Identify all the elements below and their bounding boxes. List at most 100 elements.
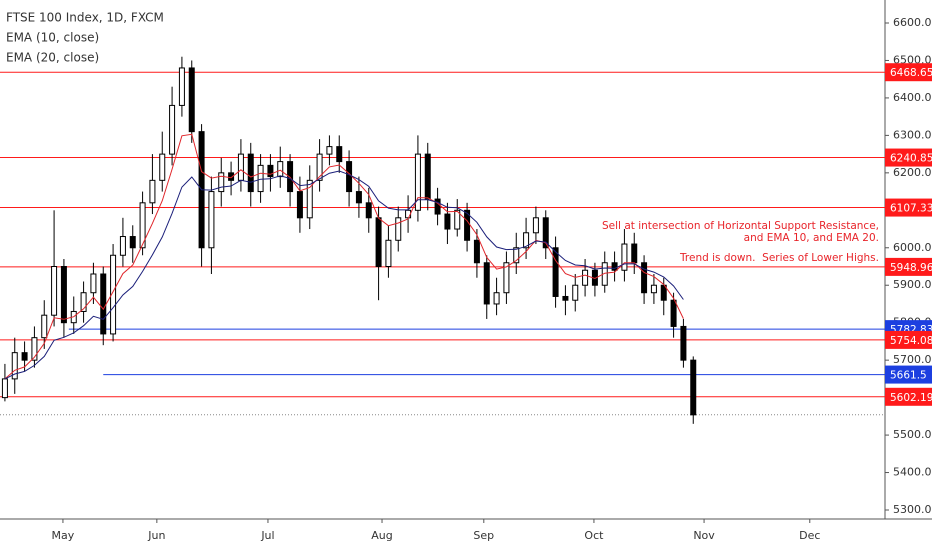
candle-body	[611, 262, 618, 271]
candle-body	[346, 161, 353, 193]
candle-body	[149, 179, 156, 204]
annotation: Trend is down. Series of Lower Highs.	[679, 252, 879, 264]
indicator-label: EMA (10, close)	[6, 31, 99, 45]
candle-body	[277, 161, 284, 178]
level-label: 5661.5	[890, 370, 927, 382]
candle-body	[621, 243, 628, 271]
level-label-bg	[885, 257, 932, 276]
candle-body	[572, 284, 579, 301]
level-label-bg	[885, 330, 932, 349]
candle-body	[650, 284, 657, 294]
candle-body	[641, 262, 648, 294]
candle-body	[139, 202, 146, 249]
level-label-bg	[885, 387, 932, 406]
y-tick-label: 5400.00	[893, 466, 932, 479]
candle-body	[188, 67, 195, 133]
candle-body	[296, 191, 303, 219]
y-tick-label: 5500.00	[893, 428, 932, 441]
candle-body	[434, 198, 441, 215]
candle-body	[306, 179, 313, 219]
candle-body	[601, 262, 608, 286]
level-label: 6107.33	[890, 203, 932, 215]
candle-body	[375, 217, 382, 268]
level-label: 5602.19	[890, 392, 932, 404]
candle-body	[11, 352, 18, 380]
x-tick-label: Aug	[371, 529, 392, 542]
y-tick-label: 5300.00	[893, 503, 932, 516]
annotation: Sell at intersection of Horizontal Suppo…	[602, 220, 879, 232]
candle-body	[355, 191, 362, 204]
level-label-bg	[885, 63, 932, 82]
candle-body	[90, 273, 97, 294]
candle-body	[336, 146, 343, 163]
candle-body	[257, 164, 264, 193]
candle-body	[267, 164, 274, 178]
ema-line	[4, 133, 684, 380]
level-label-bg	[885, 365, 932, 384]
y-tick-label: 5700.00	[893, 353, 932, 366]
candle-body	[326, 146, 333, 155]
candle-body	[237, 153, 244, 181]
candle-body	[80, 292, 87, 312]
candle-body	[119, 236, 126, 256]
candle-body	[513, 247, 520, 264]
candle-body	[690, 359, 697, 416]
x-tick-label: Nov	[693, 529, 715, 542]
candle-body	[51, 266, 58, 316]
level-label: 6240.85	[890, 153, 932, 165]
candle-body	[287, 161, 294, 193]
x-tick-label: Jun	[147, 529, 165, 542]
candle-body	[208, 191, 215, 249]
candle-body	[582, 269, 589, 286]
candle-body	[503, 262, 510, 294]
candle-body	[365, 202, 372, 219]
y-tick-label: 6400.00	[893, 91, 932, 104]
candle-body	[464, 209, 471, 241]
level-label-bg	[885, 148, 932, 167]
candle-body	[424, 153, 431, 200]
candle-body	[483, 262, 490, 305]
candle-body	[542, 217, 549, 249]
candle-body	[395, 217, 402, 241]
candle-body	[31, 337, 38, 361]
candle-body	[552, 247, 559, 297]
candle-body	[562, 295, 569, 301]
y-tick-label: 6600.00	[893, 16, 932, 29]
candle-body	[159, 153, 166, 181]
x-tick-label: Sep	[473, 529, 494, 542]
candle-body	[493, 292, 500, 305]
y-tick-label: 5900.00	[893, 278, 932, 291]
candle-body	[473, 239, 480, 264]
candle-body	[414, 153, 421, 211]
ema-line	[4, 170, 684, 380]
x-tick-label: May	[52, 529, 75, 542]
candle-body	[218, 172, 225, 193]
candle-body	[169, 104, 176, 155]
candle-body	[1, 378, 8, 399]
candle-body	[631, 243, 638, 264]
candle-body	[316, 153, 323, 181]
candle-body	[247, 153, 254, 193]
candle-body	[228, 172, 235, 181]
level-label: 6468.65	[890, 67, 932, 79]
candle-body	[100, 273, 107, 335]
level-label-bg	[885, 198, 932, 217]
y-tick-label: 6200.00	[893, 166, 932, 179]
candle-body	[444, 213, 451, 230]
y-tick-label: 6000.00	[893, 241, 932, 254]
candle-body	[532, 217, 539, 234]
chart-title: FTSE 100 Index, 1D, FXCM	[6, 11, 164, 25]
candle-body	[670, 299, 677, 327]
candle-body	[523, 232, 530, 249]
candle-body	[680, 325, 687, 361]
candle-body	[178, 67, 185, 106]
plot	[0, 56, 885, 424]
level-label: 5754.08	[890, 335, 932, 347]
candle-body	[21, 352, 28, 361]
candle-body	[129, 236, 136, 249]
candle-body	[60, 266, 67, 324]
x-tick-label: Jul	[260, 529, 274, 542]
